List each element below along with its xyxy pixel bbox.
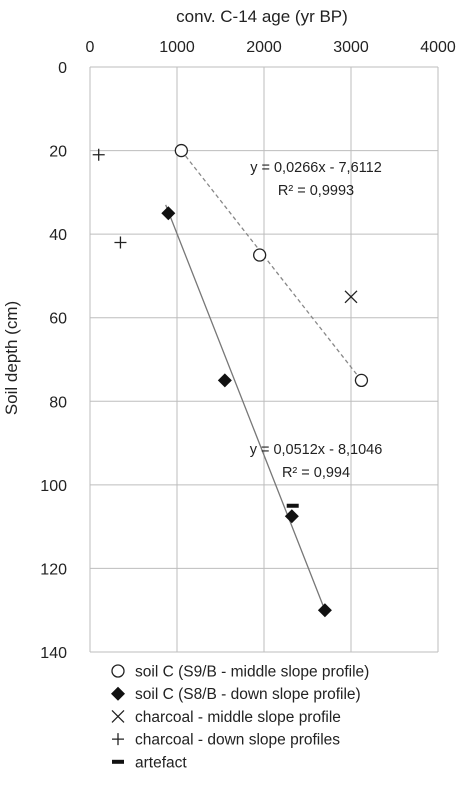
gridlines	[89, 66, 439, 653]
y-tick-label: 120	[40, 561, 67, 578]
data-point-dash	[286, 503, 299, 508]
data-point-open-circle	[174, 143, 189, 158]
y-tick-label: 40	[49, 227, 67, 244]
y-tick-label: 60	[49, 311, 67, 328]
data-point-filled-diamond	[284, 509, 299, 524]
data-point-plus	[114, 236, 127, 249]
data-point-filled-diamond	[217, 373, 232, 388]
axes: 0 1000 2000 3000 4000 0 20 40 60 80 100 120 140	[40, 39, 456, 662]
trendline-equation: y = 0,0512x - 8,1046	[250, 442, 383, 458]
legend-marker-plus	[112, 733, 124, 746]
data-point-filled-diamond	[317, 603, 332, 618]
y-tick-label: 100	[40, 478, 67, 495]
x-tick-label: 1000	[159, 39, 195, 56]
trendline-r2: R² = 0,994	[282, 465, 350, 481]
legend-marker-open-circle	[111, 664, 125, 678]
data-points	[92, 143, 369, 618]
trendline-annotations: y = 0,0266x - 7,6112 R² = 0,9993 y = 0,051…	[250, 160, 383, 481]
data-point-x	[344, 290, 358, 304]
trendline	[165, 204, 326, 611]
legend-marker-filled-diamond	[111, 686, 125, 701]
x-axis-title: conv. C-14 age (yr BP)	[176, 7, 348, 26]
data-point-open-circle	[354, 373, 369, 388]
x-tick-label: 2000	[246, 39, 282, 56]
legend-label: soil C (S9/B - middle slope profile)	[135, 664, 369, 681]
y-tick-label: 20	[49, 144, 67, 161]
data-point-plus	[92, 148, 105, 161]
legend-marker-dash	[112, 759, 124, 764]
y-axis-title: Soil depth (cm)	[2, 301, 21, 415]
legend-label: charcoal - middle slope profile	[135, 709, 341, 726]
legend-label: charcoal - down slope profiles	[135, 732, 340, 749]
x-tick-label: 3000	[333, 39, 369, 56]
data-point-filled-diamond	[161, 206, 176, 221]
trendlines	[165, 150, 362, 611]
legend-marker-x	[111, 709, 125, 723]
x-tick-label: 4000	[420, 39, 456, 56]
x-tick-label: 0	[86, 39, 95, 56]
trendline-r2: R² = 0,9993	[278, 183, 354, 199]
y-tick-label: 140	[40, 645, 67, 662]
legend: soil C (S9/B - middle slope profile) soil…	[111, 664, 369, 771]
legend-label: artefact	[135, 754, 187, 771]
trendline-equation: y = 0,0266x - 7,6112	[250, 160, 382, 176]
data-point-open-circle	[252, 248, 267, 262]
y-tick-label: 80	[49, 394, 67, 411]
y-tick-label: 0	[58, 60, 67, 77]
legend-label: soil C (S8/B - down slope profile)	[135, 686, 361, 703]
